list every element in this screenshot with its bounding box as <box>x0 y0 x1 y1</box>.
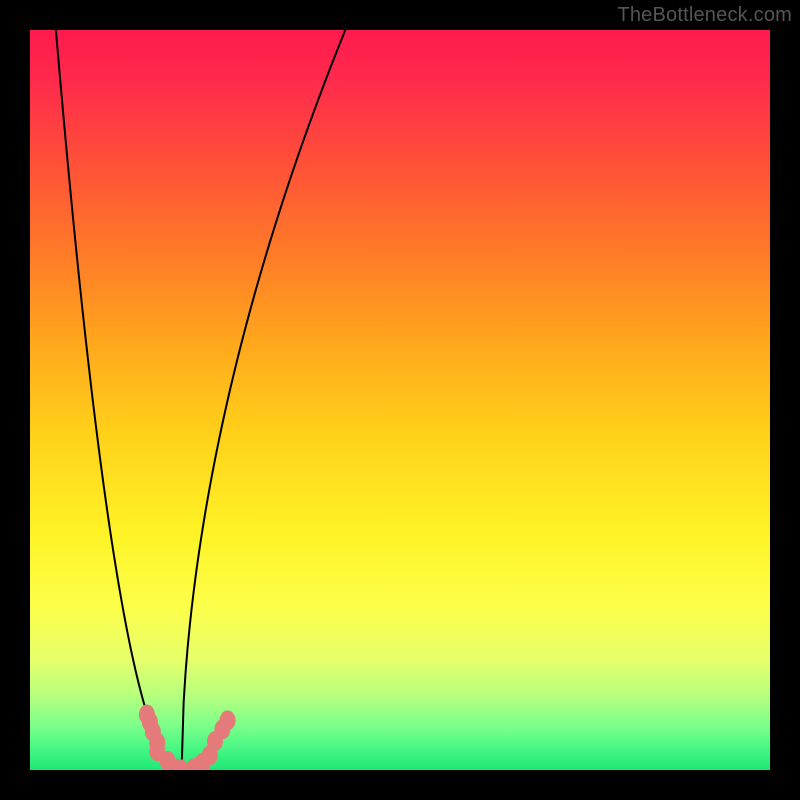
data-marker <box>214 719 230 739</box>
bottleneck-curve <box>56 30 362 770</box>
chart-container: TheBottleneck.com <box>0 0 800 800</box>
watermark-text: TheBottleneck.com <box>617 4 792 27</box>
data-marker <box>202 745 218 765</box>
chart-svg <box>30 30 770 770</box>
plot-area <box>30 30 770 770</box>
data-marker <box>139 705 155 725</box>
